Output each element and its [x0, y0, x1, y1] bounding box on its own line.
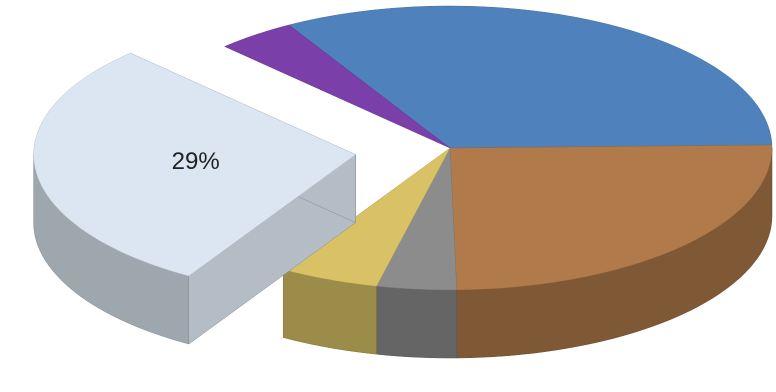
slice [224, 24, 451, 149]
slice [449, 144, 773, 291]
data-label: 29% [172, 148, 220, 175]
slice-side [376, 285, 457, 359]
slice [33, 52, 357, 277]
slice [282, 147, 451, 287]
slice [376, 147, 457, 291]
slice [288, 5, 773, 149]
